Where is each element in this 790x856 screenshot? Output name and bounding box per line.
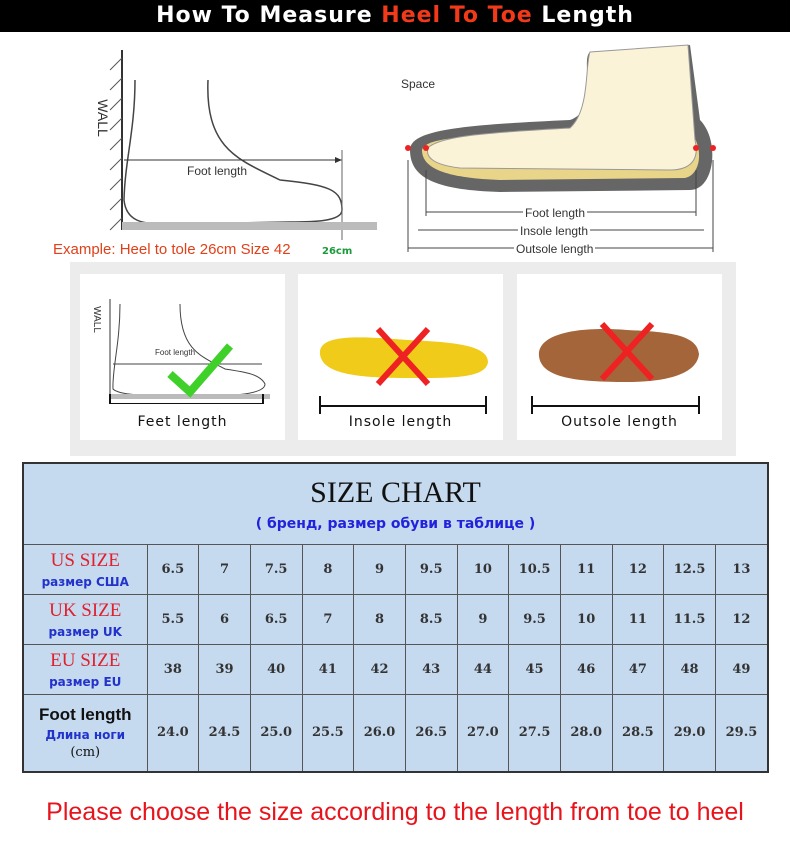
row-header: Foot length Длина ноги (cm) <box>22 693 148 773</box>
size-cell: 12 <box>714 593 769 645</box>
size-cell: 25.5 <box>301 693 355 773</box>
size-cell: 6 <box>198 593 251 645</box>
size-cell: 27.5 <box>508 693 561 773</box>
size-cell: 8 <box>353 593 406 645</box>
size-cell: 41 <box>301 643 355 695</box>
example-text: Example: Heel to tole 26cm Size 42 <box>53 241 291 258</box>
size-cell: 9.5 <box>508 593 561 645</box>
row-unit: (cm) <box>70 745 101 761</box>
title-part: Length <box>532 3 634 28</box>
row-header: UK SIZE размер UK <box>22 593 148 645</box>
insole-length-label: Insole length <box>518 224 591 238</box>
wall-label: WALL <box>94 99 111 137</box>
size-cell: 6.5 <box>146 543 200 595</box>
row-sublabel: размер США <box>41 574 129 589</box>
size-cell: 8 <box>301 543 355 595</box>
row-sublabel: размер EU <box>49 674 122 689</box>
shoe-cross-section-illustration <box>405 44 716 252</box>
table-title: SIZE CHART <box>310 475 481 509</box>
size-cell: 24.0 <box>146 693 200 773</box>
measurement-methods-panel: Foot length WALL Feet length Insole leng… <box>70 262 736 456</box>
size-cell: 11.5 <box>663 593 716 645</box>
card-caption: Insole length <box>348 414 453 430</box>
size-cell: 6.5 <box>249 593 303 645</box>
row-label: US SIZE <box>50 549 120 571</box>
title-highlight: Heel To Toe <box>381 3 533 28</box>
card-outsole-length: Outsole length <box>517 274 722 440</box>
table-subtitle: ( бренд, размер обуви в таблице ) <box>255 515 536 532</box>
foot-length-label: Foot length <box>187 164 248 178</box>
outsole-length-label: Outsole length <box>514 242 596 256</box>
size-cell: 7.5 <box>249 543 303 595</box>
size-cell: 10 <box>456 543 510 595</box>
row-label: UK SIZE <box>49 599 122 621</box>
size-cell: 13 <box>714 543 769 595</box>
size-chart-header: SIZE CHART ( бренд, размер обуви в табли… <box>22 462 769 545</box>
row-header: EU SIZE размер EU <box>22 643 148 695</box>
size-cell: 45 <box>508 643 561 695</box>
space-label: Space <box>401 77 436 91</box>
row-label: Foot length <box>38 705 132 725</box>
row-label: EU SIZE <box>50 649 121 671</box>
size-cell: 7 <box>198 543 251 595</box>
size-cell: 10.5 <box>508 543 561 595</box>
wall-label: WALL <box>90 306 102 333</box>
size-cell: 27.0 <box>456 693 510 773</box>
foot-length-label: Foot length <box>523 206 588 220</box>
size-cell: 7 <box>301 593 355 645</box>
footer-note: Please choose the size according to the … <box>46 798 744 826</box>
row-sublabel: Длина ноги <box>45 728 126 743</box>
size-cell: 44 <box>456 643 510 695</box>
size-cell: 48 <box>663 643 716 695</box>
foot-length-label: Foot length <box>155 348 196 357</box>
size-cell: 47 <box>611 643 665 695</box>
size-chart-table: SIZE CHART ( бренд, размер обуви в табли… <box>22 462 769 773</box>
size-cell: 10 <box>559 593 613 645</box>
insole-cross-illustration <box>319 326 488 416</box>
card-insole-length: Insole length <box>298 274 503 440</box>
size-cell: 28.0 <box>559 693 613 773</box>
table-row: EU SIZE размер EU 38 39 40 41 42 43 44 45 46 47 48 49 <box>22 643 769 695</box>
size-cell: 49 <box>714 643 769 695</box>
row-sublabel: размер UK <box>48 624 122 639</box>
size-cell: 11 <box>611 593 665 645</box>
foot-against-wall-illustration <box>109 50 377 240</box>
size-cell: 40 <box>249 643 303 695</box>
size-cell: 12.5 <box>663 543 716 595</box>
size-cell: 28.5 <box>611 693 665 773</box>
size-cell: 38 <box>146 643 200 695</box>
table-row: US SIZE размер США 6.5 7 7.5 8 9 9.5 10 10.5 11 12 1… <box>22 543 769 595</box>
size-cell: 26.0 <box>353 693 406 773</box>
card-caption: Outsole length <box>561 414 678 430</box>
size-cell: 9 <box>353 543 406 595</box>
size-cell: 25.0 <box>249 693 303 773</box>
size-cell: 12 <box>611 543 665 595</box>
row-header: US SIZE размер США <box>22 543 148 595</box>
foot-check-illustration <box>109 299 270 414</box>
header-banner: How To Measure Heel To Toe Length <box>0 0 790 32</box>
size-cell: 29.0 <box>663 693 716 773</box>
size-cell: 46 <box>559 643 613 695</box>
size-cell: 11 <box>559 543 613 595</box>
card-caption: Feet length <box>137 414 228 430</box>
size-cell: 9.5 <box>404 543 458 595</box>
outsole-cross-illustration <box>531 321 700 416</box>
size-cell: 8.5 <box>404 593 458 645</box>
table-row: UK SIZE размер UK 5.5 6 6.5 7 8 8.5 9 9.5 10 11 11.5… <box>22 593 769 645</box>
size-cell: 9 <box>456 593 510 645</box>
size-cell: 42 <box>353 643 406 695</box>
size-cell: 24.5 <box>198 693 251 773</box>
size-cell: 29.5 <box>714 693 769 773</box>
table-row: Foot length Длина ноги (cm) 24.0 24.5 25.0 25.… <box>22 693 769 773</box>
size-cell: 39 <box>198 643 251 695</box>
title-part: How To Measure <box>156 3 382 28</box>
size-cell: 43 <box>404 643 458 695</box>
size-cell: 5.5 <box>146 593 200 645</box>
measure-label: 26cm <box>322 246 353 257</box>
card-feet-length: Foot length WALL Feet length <box>80 274 285 440</box>
size-cell: 26.5 <box>404 693 458 773</box>
